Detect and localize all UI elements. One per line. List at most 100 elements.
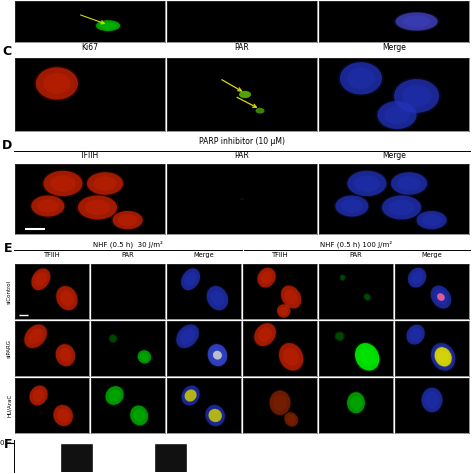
Ellipse shape xyxy=(176,325,199,348)
Ellipse shape xyxy=(389,200,414,215)
Text: siPARG: siPARG xyxy=(7,339,12,358)
Ellipse shape xyxy=(335,195,368,217)
Ellipse shape xyxy=(415,210,448,230)
Ellipse shape xyxy=(78,195,117,219)
Bar xyxy=(155,444,186,472)
Ellipse shape xyxy=(354,342,381,372)
Ellipse shape xyxy=(210,290,224,306)
Text: Merge: Merge xyxy=(422,252,442,258)
Ellipse shape xyxy=(111,210,144,230)
Text: C: C xyxy=(3,45,12,58)
Ellipse shape xyxy=(106,386,124,405)
Ellipse shape xyxy=(129,404,149,427)
Text: Merge: Merge xyxy=(382,43,406,52)
Ellipse shape xyxy=(207,286,228,310)
Ellipse shape xyxy=(207,343,228,367)
Ellipse shape xyxy=(431,286,451,309)
Ellipse shape xyxy=(213,351,222,360)
Ellipse shape xyxy=(28,328,43,344)
Ellipse shape xyxy=(31,268,50,290)
Text: D: D xyxy=(1,139,12,152)
Ellipse shape xyxy=(211,348,224,362)
Ellipse shape xyxy=(425,392,439,408)
Ellipse shape xyxy=(410,328,421,341)
Ellipse shape xyxy=(254,323,276,346)
Ellipse shape xyxy=(364,293,371,301)
Ellipse shape xyxy=(23,323,48,349)
Ellipse shape xyxy=(256,267,277,289)
Text: siControl: siControl xyxy=(7,280,12,303)
Ellipse shape xyxy=(334,331,345,341)
Ellipse shape xyxy=(278,342,305,372)
Ellipse shape xyxy=(341,199,363,213)
Ellipse shape xyxy=(130,406,148,426)
Ellipse shape xyxy=(284,412,298,427)
Ellipse shape xyxy=(140,353,149,361)
Ellipse shape xyxy=(85,200,110,215)
Ellipse shape xyxy=(253,322,277,347)
Text: NHF (0.5 h) 100 J/m²: NHF (0.5 h) 100 J/m² xyxy=(320,240,392,247)
Ellipse shape xyxy=(347,392,365,413)
Ellipse shape xyxy=(334,194,370,218)
Bar xyxy=(61,444,92,472)
Ellipse shape xyxy=(261,271,273,284)
Ellipse shape xyxy=(435,347,452,366)
Text: PAR: PAR xyxy=(235,43,249,52)
Text: TFIIH: TFIIH xyxy=(81,151,100,160)
Ellipse shape xyxy=(180,328,195,344)
Ellipse shape xyxy=(422,214,441,226)
Ellipse shape xyxy=(100,22,116,29)
Ellipse shape xyxy=(50,175,76,192)
Ellipse shape xyxy=(377,101,417,129)
Ellipse shape xyxy=(402,85,431,107)
Ellipse shape xyxy=(113,211,143,229)
Ellipse shape xyxy=(93,176,117,191)
Ellipse shape xyxy=(269,389,292,416)
Ellipse shape xyxy=(350,396,362,410)
Ellipse shape xyxy=(175,323,200,349)
Ellipse shape xyxy=(258,327,272,342)
Ellipse shape xyxy=(137,349,152,364)
Ellipse shape xyxy=(76,194,119,220)
Ellipse shape xyxy=(184,390,197,401)
Text: PAR: PAR xyxy=(350,252,363,258)
Ellipse shape xyxy=(347,171,386,196)
Ellipse shape xyxy=(36,67,78,100)
Ellipse shape xyxy=(277,304,291,318)
Ellipse shape xyxy=(337,61,384,96)
Ellipse shape xyxy=(354,175,380,192)
Ellipse shape xyxy=(395,12,438,31)
Ellipse shape xyxy=(339,274,346,281)
Ellipse shape xyxy=(118,214,137,226)
Ellipse shape xyxy=(421,388,442,412)
Ellipse shape xyxy=(435,348,451,366)
Ellipse shape xyxy=(109,334,118,343)
Ellipse shape xyxy=(255,108,264,114)
Ellipse shape xyxy=(109,390,120,401)
Ellipse shape xyxy=(417,211,447,229)
Ellipse shape xyxy=(437,293,445,301)
Text: PAR: PAR xyxy=(235,151,249,160)
Ellipse shape xyxy=(438,351,449,363)
Ellipse shape xyxy=(407,325,425,345)
Ellipse shape xyxy=(43,171,82,196)
Text: E: E xyxy=(3,242,12,255)
Ellipse shape xyxy=(340,275,345,280)
Text: NHF (0.5 h)  30 J/m²: NHF (0.5 h) 30 J/m² xyxy=(93,240,163,247)
Ellipse shape xyxy=(87,172,123,195)
Ellipse shape xyxy=(208,344,227,366)
Ellipse shape xyxy=(28,384,49,406)
Ellipse shape xyxy=(29,386,48,405)
Ellipse shape xyxy=(403,16,430,27)
Ellipse shape xyxy=(35,272,47,286)
Ellipse shape xyxy=(181,384,201,406)
Ellipse shape xyxy=(257,268,276,288)
Text: PARP inhibitor (10 μM): PARP inhibitor (10 μM) xyxy=(199,137,285,146)
Ellipse shape xyxy=(346,170,388,198)
Ellipse shape xyxy=(382,195,421,219)
Ellipse shape xyxy=(431,343,456,371)
Ellipse shape xyxy=(24,325,47,348)
Ellipse shape xyxy=(240,198,244,200)
Text: Ki67: Ki67 xyxy=(82,43,99,52)
Ellipse shape xyxy=(33,389,45,402)
